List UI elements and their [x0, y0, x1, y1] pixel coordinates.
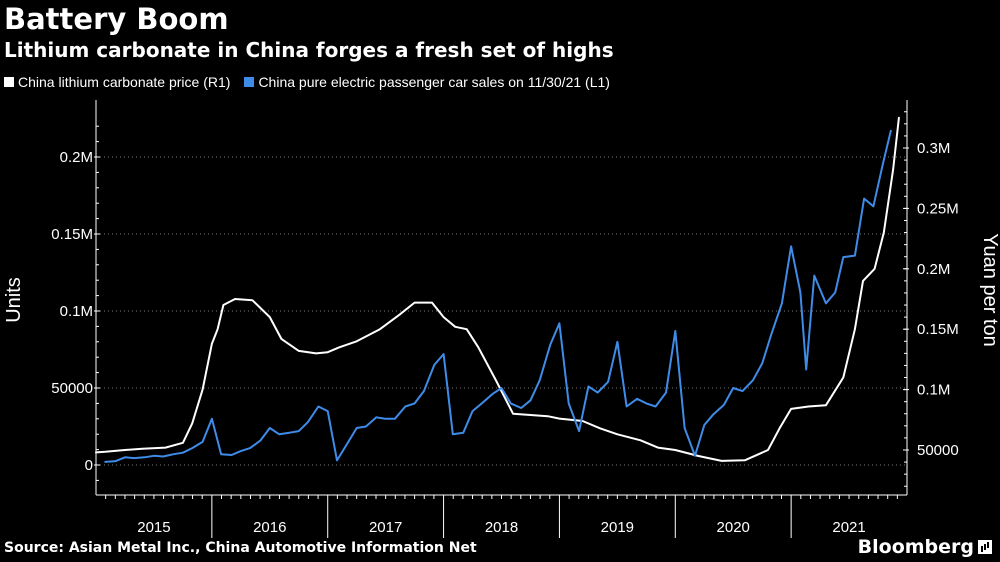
x-tick-label-2021: 2021	[832, 519, 865, 536]
x-tick-label-2020: 2020	[717, 519, 750, 536]
x-tick-label-2019: 2019	[601, 519, 634, 536]
x-tick-label-2016: 2016	[253, 519, 286, 536]
legend-item-lithium-price: China lithium carbonate price (R1)	[4, 74, 230, 90]
left-tick-label: 0.15M	[51, 226, 93, 243]
right-tick-label: 0.3M	[917, 140, 950, 157]
legend-item-ev-sales: China pure electric passenger car sales …	[244, 74, 610, 90]
left-axis-title: Units	[3, 277, 25, 323]
legend-swatch-ev-sales	[244, 77, 255, 87]
series-line-ev-sales	[104, 129, 892, 463]
chart-subtitle: Lithium carbonate in China forges a fres…	[4, 38, 614, 62]
right-tick-label: 50000	[917, 442, 959, 459]
left-tick-label: 0.2M	[60, 149, 93, 166]
x-tick-label-2017: 2017	[369, 519, 402, 536]
chart-legend: China lithium carbonate price (R1) China…	[4, 74, 610, 90]
right-tick-label: 0.25M	[917, 200, 959, 217]
right-tick-label: 0.2M	[917, 261, 950, 278]
brand-logo: Bloomberg	[858, 536, 992, 558]
legend-label-lithium-price: China lithium carbonate price (R1)	[18, 74, 231, 90]
chart-title: Battery Boom	[4, 2, 229, 36]
right-tick-label: 0.1M	[917, 382, 950, 399]
x-tick-label-2018: 2018	[485, 519, 518, 536]
bloomberg-chart-icon	[978, 540, 992, 554]
legend-swatch-lithium-price	[4, 77, 14, 87]
brand-name: Bloomberg	[857, 536, 974, 558]
legend-label-ev-sales: China pure electric passenger car sales …	[258, 74, 610, 90]
right-tick-label: 0.15M	[917, 321, 959, 338]
x-tick-label-2015: 2015	[137, 519, 170, 536]
source-note: Source: Asian Metal Inc., China Automoti…	[4, 540, 477, 556]
series-line-lithium-price	[95, 116, 900, 462]
left-tick-label: 50000	[51, 380, 93, 397]
right-axis-title: Yuan per ton	[979, 233, 1000, 346]
left-tick-label: 0.1M	[60, 303, 93, 320]
left-tick-label: 0	[85, 457, 93, 474]
